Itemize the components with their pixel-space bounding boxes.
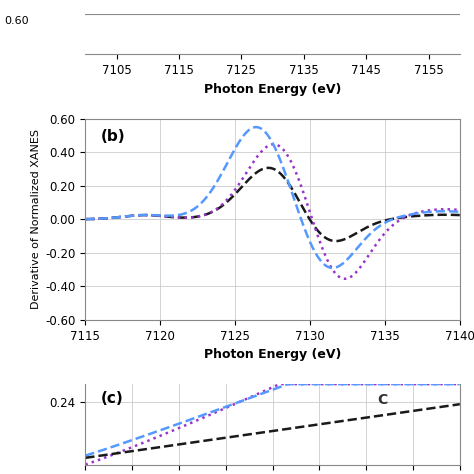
Text: (c): (c) xyxy=(100,391,123,406)
Y-axis label: Derivative of Normalized XANES: Derivative of Normalized XANES xyxy=(31,129,41,309)
Text: (b): (b) xyxy=(100,129,125,144)
Text: 0.60: 0.60 xyxy=(5,16,29,26)
X-axis label: Photon Energy (eV): Photon Energy (eV) xyxy=(204,348,341,361)
Text: C: C xyxy=(377,393,388,407)
X-axis label: Photon Energy (eV): Photon Energy (eV) xyxy=(204,82,341,96)
